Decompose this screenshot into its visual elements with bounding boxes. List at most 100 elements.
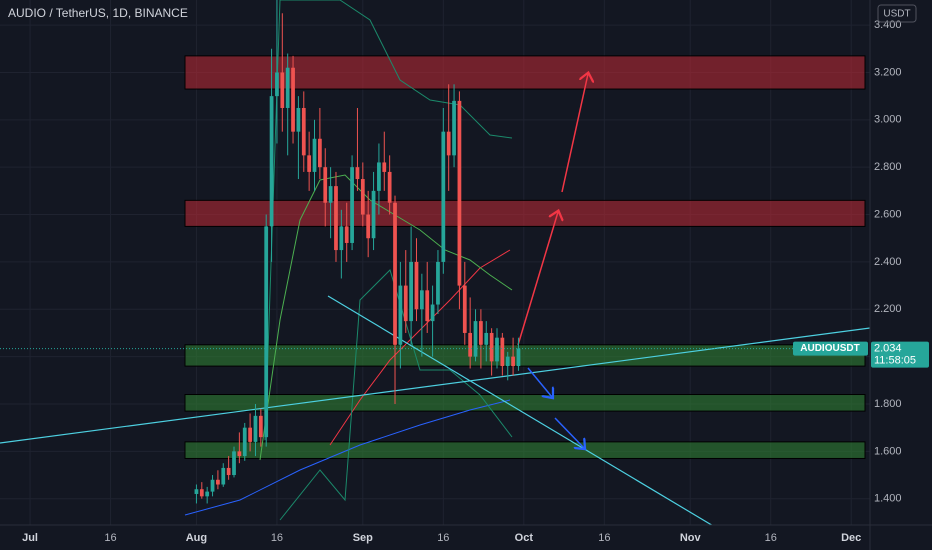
y-tick-label: 2.200 [874,303,902,315]
candle-body [317,138,322,168]
zone [184,199,866,227]
axes: 1.4001.6001.8002.0002.2002.4002.6002.800… [22,19,929,544]
candle-body [495,337,499,362]
x-tick-label: 16 [765,532,777,544]
candle-body [425,290,430,322]
currency-label[interactable]: USDT [883,9,910,20]
bollinger-band [279,269,513,521]
candle-body [210,479,215,492]
candle-body [473,321,478,357]
y-tick-label: 2.800 [874,161,902,173]
candle-body [301,107,306,156]
countdown-label: 11:58:05 [874,354,916,366]
arrow [561,74,588,193]
candle-body [285,67,290,108]
x-tick-label: Oct [515,532,534,544]
x-tick-label: Jul [22,532,38,544]
candle-body [328,186,333,203]
candle-body [387,171,392,203]
candle-body [441,131,446,262]
candle-body [216,479,220,485]
candle-body [275,72,279,97]
candle-body [452,100,456,156]
candle-body [489,332,494,362]
candle-body [232,451,236,476]
y-tick-label: 3.000 [874,114,902,126]
candle-body [264,226,269,438]
candle-body [258,415,263,438]
candle-body [371,190,376,239]
x-tick-label: 16 [104,532,116,544]
candle-body [511,356,515,367]
chart-title: AUDIO / TetherUS, 1D, BINANCE [8,6,188,20]
candle-body [307,155,312,172]
candle-body [398,285,403,345]
candle-body [253,415,258,442]
candle-body [323,167,328,203]
y-tick-label: 1.600 [874,445,902,457]
arrow [527,367,552,397]
candle-body [366,214,371,239]
candle-body [446,131,451,156]
zone [184,55,866,90]
symbol-box [793,341,868,356]
x-tick-label: Sep [353,532,373,544]
candle-body [199,489,204,497]
x-tick-label: Dec [841,532,861,544]
candle-body [419,290,424,310]
candle-body [409,261,413,322]
candle-body [479,321,483,345]
candle-body [436,261,440,305]
zone [184,441,866,459]
candle-body [344,226,349,243]
candle-body [296,107,301,132]
candle-body [269,96,274,227]
y-tick-label: 3.200 [874,66,902,78]
candle-body [221,467,226,485]
candle-body [334,186,338,251]
price-box [871,341,929,368]
candle-body [242,427,247,457]
x-tick-label: 16 [437,532,449,544]
candle-body [500,337,505,367]
x-tick-label: 16 [598,532,610,544]
grid [0,0,870,525]
candle-body [393,202,397,345]
symbol-label: AUDIOUSDT [800,343,859,354]
candle-body [457,100,462,286]
arrow [554,417,584,448]
candle-body [312,138,317,172]
y-tick-label: 2.400 [874,256,902,268]
y-tick-label: 1.400 [874,493,902,505]
candle-body [468,332,473,357]
moving-average [259,174,513,461]
price-label: 2.034 [874,342,902,354]
candle-body [462,285,467,333]
y-tick-label: 2.600 [874,208,902,220]
zones [184,55,866,459]
candle-body [484,332,489,345]
candle-body [355,167,360,180]
candle-body [382,162,387,172]
arrow [517,212,558,346]
candle-body [248,427,252,442]
candle-body [430,304,435,322]
candle-body [377,162,381,191]
candle-body [194,489,199,494]
y-tick-label: 1.800 [874,398,902,410]
currency-box [877,4,917,23]
candle-body [280,72,285,108]
x-tick-label: 16 [271,532,283,544]
candle-body [339,226,344,251]
candle-body [291,67,295,132]
zone [184,344,866,367]
candle-body [226,467,231,476]
candle-body [237,451,242,457]
candle-body [403,285,408,322]
candle-body [360,179,365,215]
x-tick-label: Aug [186,532,207,544]
bollinger-band [264,0,513,441]
candle-body [205,491,210,497]
